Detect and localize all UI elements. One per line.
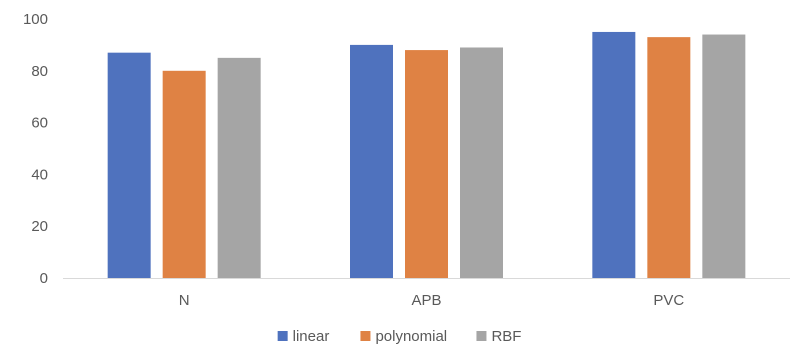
bar-rbf-pvc <box>702 34 746 278</box>
bar-rbf-apb <box>460 47 503 278</box>
legend-label-rbf: RBF <box>491 328 521 345</box>
y-tick-label: 100 <box>23 11 48 28</box>
y-tick-label: 40 <box>31 166 48 183</box>
bar-linear-apb <box>350 44 393 279</box>
bar-polynomial-pvc <box>647 37 691 278</box>
x-tick-label: N <box>179 292 190 309</box>
legend: linear polynomial RBF <box>277 328 521 345</box>
x-tick-label: PVC <box>653 292 684 309</box>
legend-swatch-linear <box>277 331 288 341</box>
x-tick-label: APB <box>411 292 441 309</box>
legend-swatch-rbf <box>476 331 487 341</box>
bar-linear-n <box>107 52 151 278</box>
y-tick-label: 60 <box>31 115 48 132</box>
legend-label-polynomial: polynomial <box>375 328 447 345</box>
bar-rbf-n <box>217 57 261 278</box>
bars <box>107 31 746 279</box>
y-tick-label: 80 <box>31 63 48 80</box>
bar-polynomial-apb <box>405 50 448 278</box>
legend-swatch-polynomial <box>360 331 371 341</box>
bar-polynomial-n <box>162 70 206 278</box>
bar-linear-pvc <box>592 31 636 279</box>
y-tick-label: 0 <box>40 270 48 287</box>
y-axis-ticks: 0 20 40 60 80 100 <box>23 11 48 287</box>
x-axis-ticks: N APB PVC <box>179 292 685 309</box>
legend-label-linear: linear <box>293 328 330 345</box>
y-tick-label: 20 <box>31 218 48 235</box>
